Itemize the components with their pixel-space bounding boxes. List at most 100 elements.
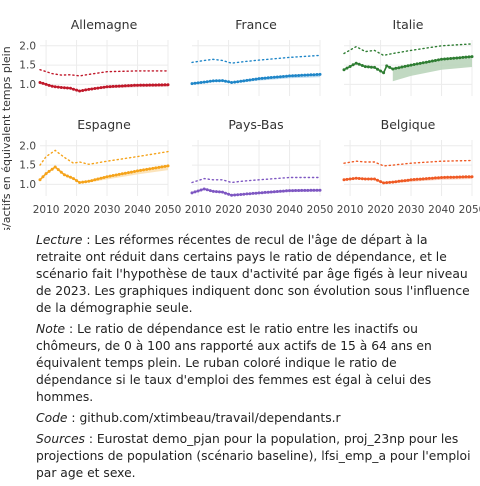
series-point: [123, 171, 127, 175]
series-point: [379, 180, 383, 184]
panel-title: France: [235, 17, 277, 32]
series-point: [202, 187, 206, 191]
series-point: [354, 61, 358, 65]
series-point: [111, 174, 115, 177]
series-point: [190, 191, 194, 195]
series-point: [211, 189, 215, 193]
series-point: [312, 188, 316, 192]
series-point: [133, 83, 136, 87]
series-point: [357, 177, 361, 180]
series-point: [406, 178, 410, 182]
series-point: [217, 190, 221, 194]
series-point: [208, 189, 212, 193]
series-point: [239, 193, 243, 196]
series-point: [199, 188, 203, 192]
series-point: [53, 85, 57, 89]
series-point: [467, 175, 471, 179]
small-multiples-chart: Dépendants/actifs en équivalent temps pl…: [0, 17, 480, 230]
series-point: [151, 166, 155, 170]
series-point: [56, 168, 60, 172]
panel-title: Belgique: [381, 117, 436, 132]
series-point: [81, 180, 85, 184]
series-point: [373, 177, 376, 181]
series-point: [154, 83, 158, 87]
series-point: [373, 65, 376, 69]
lecture-note: Lecture : Les réformes récentes de recul…: [36, 232, 474, 317]
series-line-dotted: [191, 176, 321, 184]
panels: Allemagne 1.0 1.5 2.0 France Italie Espagne 1.0…: [19, 17, 480, 216]
series-line-dotted: [39, 68, 169, 77]
series-point: [227, 192, 231, 196]
series-point: [297, 74, 301, 77]
panel-title: Espagne: [77, 117, 131, 132]
series-point: [117, 172, 121, 176]
series-point: [345, 66, 349, 70]
series-point: [342, 178, 346, 182]
series-point: [224, 79, 227, 83]
series-point: [376, 67, 379, 71]
series-point: [205, 80, 209, 84]
x-tick-label: 2050: [155, 204, 182, 216]
series-point: [275, 75, 279, 79]
band: [88, 84, 168, 90]
series-point: [418, 61, 422, 65]
series-point: [388, 65, 392, 69]
series-point: [248, 78, 252, 82]
series-point: [263, 76, 267, 80]
series-point: [160, 165, 164, 169]
series-point: [75, 88, 79, 92]
series-point: [96, 177, 100, 181]
series-point: [56, 85, 60, 89]
x-tick-label: 2020: [63, 204, 90, 216]
series-point: [254, 77, 258, 81]
series-point: [202, 80, 206, 84]
series-point: [397, 179, 401, 183]
series-point: [433, 176, 437, 180]
series-point: [53, 165, 57, 169]
series-point: [120, 172, 124, 176]
sources-label: Sources: [36, 432, 85, 446]
code-label: Code: [36, 411, 68, 425]
series-point: [145, 83, 149, 87]
x-tick-label: 2040: [428, 204, 455, 216]
series-point: [87, 87, 91, 91]
series-point: [391, 180, 395, 184]
y-tick-label: 2.0: [19, 40, 36, 52]
series-point: [449, 57, 453, 60]
series-point: [62, 173, 66, 177]
series-point: [233, 80, 237, 84]
series-point: [464, 175, 468, 179]
series-point: [342, 68, 346, 72]
series-point: [266, 76, 270, 80]
series-point: [245, 192, 249, 196]
series-point: [403, 179, 407, 183]
series-point: [379, 69, 383, 73]
series-point: [102, 85, 106, 89]
series-point: [430, 59, 434, 63]
series-point: [65, 86, 69, 90]
series-line-dotted: [343, 159, 473, 167]
series-point: [394, 180, 398, 184]
series-point: [84, 88, 88, 92]
series-point: [388, 180, 392, 184]
series-point: [236, 80, 240, 84]
series-point: [145, 167, 149, 171]
series-point: [369, 177, 373, 181]
series-point: [272, 190, 276, 194]
code-note: Code : github.com/xtimbeau/travail/depen…: [36, 410, 474, 427]
series-point: [166, 164, 170, 168]
series-point: [148, 83, 152, 87]
series-point: [75, 179, 79, 183]
series-point: [285, 74, 288, 78]
series-point: [65, 174, 69, 178]
series-point: [467, 55, 471, 59]
series-point: [458, 56, 462, 60]
y-tick-label: 1.5: [19, 60, 36, 72]
series-point: [136, 169, 139, 173]
series-point: [126, 171, 130, 175]
series-point: [99, 86, 103, 90]
series-point: [126, 84, 130, 88]
series-point: [272, 75, 276, 79]
series-point: [300, 73, 304, 77]
series-point: [403, 64, 407, 68]
